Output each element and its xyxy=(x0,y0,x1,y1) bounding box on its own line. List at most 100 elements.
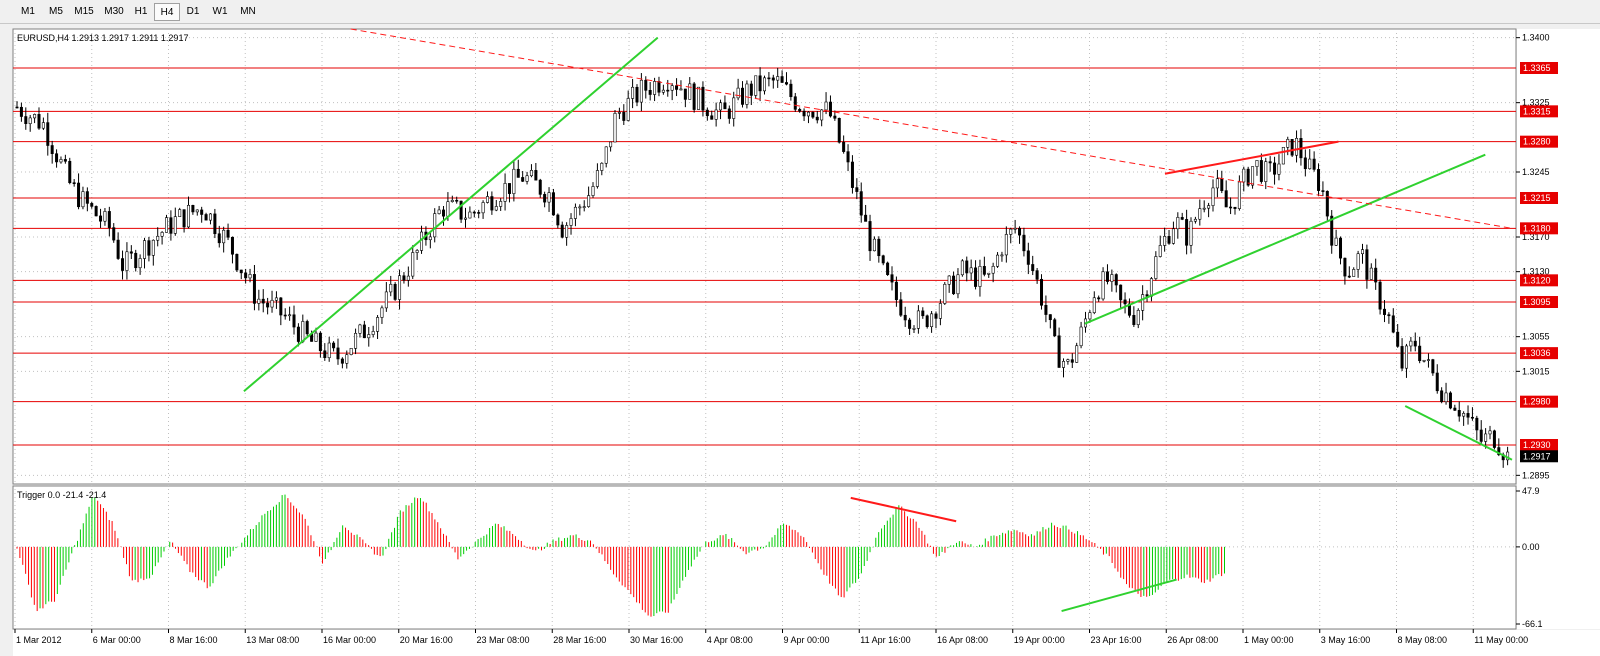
candle-body xyxy=(1070,359,1074,363)
candle-body xyxy=(758,75,762,92)
candle-body xyxy=(850,161,854,188)
candle-body xyxy=(68,160,72,184)
level-price-badge xyxy=(1520,439,1558,451)
trendline-main-2 xyxy=(1404,405,1513,461)
candle-body xyxy=(103,211,107,222)
timeframe-m5-button[interactable]: M5 xyxy=(49,6,63,17)
candle-body xyxy=(1259,160,1263,182)
candle-body xyxy=(1018,227,1022,236)
y-tick-label: 1.3400 xyxy=(1522,33,1550,43)
candle-body xyxy=(600,162,604,171)
chart-window[interactable]: 1 Mar 2012 6 Mar 00:00 8 Mar 16:00 13 Mar 0… xyxy=(0,24,1600,656)
timeframe-d1-button[interactable]: D1 xyxy=(186,6,200,17)
candle-body xyxy=(336,347,340,360)
main-pane xyxy=(12,28,1517,485)
candle-body xyxy=(604,146,608,164)
x-tick-label: 16 Mar 00:00 xyxy=(323,635,376,645)
level-price-badge xyxy=(1520,222,1558,235)
candle-body xyxy=(252,274,256,304)
level-price-label: 1.3365 xyxy=(1523,63,1551,73)
candle-body xyxy=(1325,190,1329,217)
timeframe-m1-button[interactable]: M1 xyxy=(21,6,35,17)
candle-body xyxy=(974,267,978,287)
candle-body xyxy=(33,114,37,119)
candle-body xyxy=(1044,304,1048,315)
trendline-indicator-1 xyxy=(1061,578,1177,613)
candle-body xyxy=(1145,294,1149,297)
candle-body xyxy=(208,213,212,221)
level-price-badge xyxy=(1520,347,1558,360)
trendline-main-1 xyxy=(1084,153,1486,325)
candle-body xyxy=(437,209,441,214)
candle-body xyxy=(1308,158,1312,170)
level-price-label: 1.3315 xyxy=(1523,106,1551,116)
candle-body xyxy=(886,262,890,275)
candle-body xyxy=(371,331,375,335)
candle-body xyxy=(222,229,226,244)
candle-body xyxy=(930,313,934,328)
candle-body xyxy=(393,283,397,300)
timeframe-h1-button[interactable]: H1 xyxy=(134,6,148,17)
level-price-label: 1.3095 xyxy=(1523,297,1551,307)
candle-body xyxy=(648,90,652,95)
timeframe-mn-button[interactable]: MN xyxy=(240,6,256,17)
y-tick-label: 1.3170 xyxy=(1522,232,1550,242)
timeframe-h4-button[interactable]: H4 xyxy=(154,3,180,21)
y-tick-label: 1.3245 xyxy=(1522,167,1550,177)
candle-body xyxy=(1079,326,1083,347)
timeframe-m30-button[interactable]: M30 xyxy=(104,6,124,17)
candle-body xyxy=(15,106,19,109)
candle-body xyxy=(406,275,410,281)
candle-body xyxy=(230,236,234,255)
candle-body xyxy=(143,240,147,259)
candle-body xyxy=(1347,275,1351,278)
candle-body xyxy=(1475,417,1479,431)
candle-body xyxy=(1431,359,1435,374)
candle-body xyxy=(1369,267,1373,280)
candle-body xyxy=(784,82,788,85)
candle-body xyxy=(828,101,832,117)
candle-body xyxy=(582,206,586,208)
candle-body xyxy=(1418,345,1422,362)
candle-body xyxy=(63,159,67,162)
candle-body xyxy=(749,83,753,96)
candle-body xyxy=(551,192,555,216)
candle-body xyxy=(899,299,903,316)
timeframe-m15-button[interactable]: M15 xyxy=(74,6,94,17)
candle-body xyxy=(248,274,252,279)
candle-body xyxy=(151,239,155,256)
candle-body xyxy=(1242,168,1246,183)
candle-body xyxy=(384,291,388,309)
candle-body xyxy=(534,170,538,181)
candle-body xyxy=(1066,359,1070,362)
candle-body xyxy=(1426,359,1430,361)
candle-body xyxy=(987,272,991,275)
candle-body xyxy=(996,254,1000,267)
x-tick-label: 8 Mar 16:00 xyxy=(170,635,218,645)
candle-body xyxy=(24,116,28,124)
candle-body xyxy=(1295,138,1299,156)
candle-body xyxy=(463,217,467,220)
candle-body xyxy=(802,110,806,117)
candle-body xyxy=(226,229,230,238)
level-price-badge xyxy=(1520,135,1558,148)
timeframe-w1-button[interactable]: W1 xyxy=(212,6,228,17)
candle-body xyxy=(1321,190,1325,192)
candle-body xyxy=(617,112,621,114)
candle-body xyxy=(1440,390,1444,403)
x-tick-label: 3 May 16:00 xyxy=(1321,635,1371,645)
candle-body xyxy=(55,153,59,163)
candle-body xyxy=(780,76,784,83)
candle-body xyxy=(1273,162,1277,175)
candle-body xyxy=(679,88,683,91)
candle-body xyxy=(692,83,696,110)
candle-body xyxy=(934,313,938,319)
x-tick-label: 11 May 00:00 xyxy=(1474,635,1528,645)
candle-body xyxy=(283,314,287,317)
candle-body xyxy=(719,102,723,111)
candle-body xyxy=(433,213,437,238)
candle-body xyxy=(1004,234,1008,256)
candle-body xyxy=(19,106,23,117)
candle-body xyxy=(1409,340,1413,347)
candle-body xyxy=(261,298,265,304)
